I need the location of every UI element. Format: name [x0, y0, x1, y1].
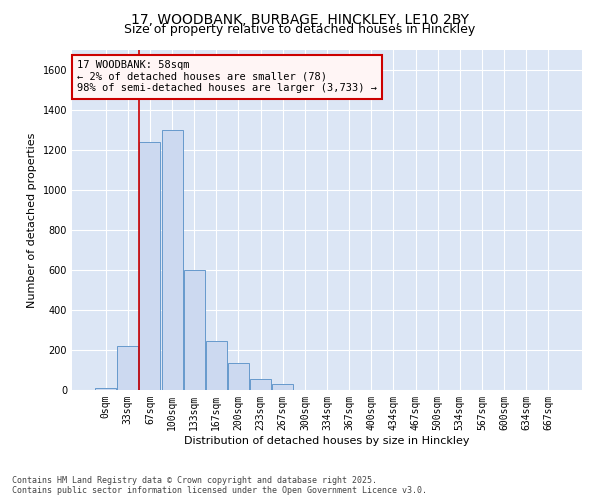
- X-axis label: Distribution of detached houses by size in Hinckley: Distribution of detached houses by size …: [184, 436, 470, 446]
- Text: 17, WOODBANK, BURBAGE, HINCKLEY, LE10 2BY: 17, WOODBANK, BURBAGE, HINCKLEY, LE10 2B…: [131, 12, 469, 26]
- Bar: [118, 346, 139, 390]
- Bar: [184, 270, 205, 390]
- Y-axis label: Number of detached properties: Number of detached properties: [27, 132, 37, 308]
- Bar: [95, 388, 116, 390]
- Text: Contains HM Land Registry data © Crown copyright and database right 2025.
Contai: Contains HM Land Registry data © Crown c…: [12, 476, 427, 495]
- Bar: [161, 130, 182, 390]
- Bar: [139, 142, 160, 390]
- Text: 17 WOODBANK: 58sqm
← 2% of detached houses are smaller (78)
98% of semi-detached: 17 WOODBANK: 58sqm ← 2% of detached hous…: [77, 60, 377, 94]
- Bar: [272, 384, 293, 390]
- Bar: [206, 341, 227, 390]
- Text: Size of property relative to detached houses in Hinckley: Size of property relative to detached ho…: [124, 22, 476, 36]
- Bar: [250, 379, 271, 390]
- Bar: [228, 363, 249, 390]
